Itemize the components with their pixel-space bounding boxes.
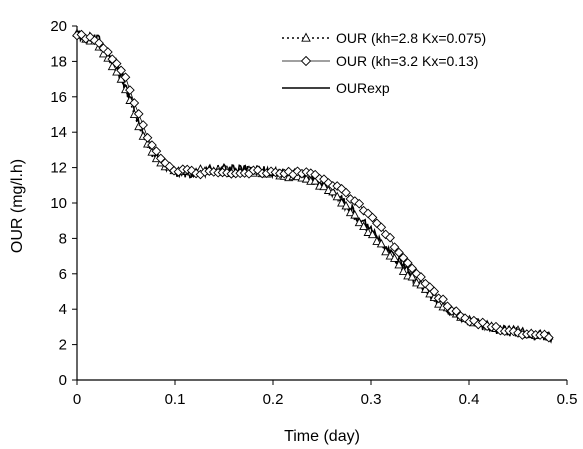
legend-label: OUR (kh=2.8 Kx=0.075) bbox=[336, 30, 486, 46]
diamond-marker bbox=[151, 146, 162, 156]
legend-item: OUR (kh=2.8 Kx=0.075) bbox=[282, 30, 486, 46]
series-triangle bbox=[72, 28, 554, 340]
triangle-marker bbox=[107, 61, 117, 71]
diamond-marker bbox=[341, 187, 351, 198]
diamond-marker bbox=[147, 140, 157, 150]
x-tick-label: 0.2 bbox=[263, 391, 284, 408]
y-tick-label: 10 bbox=[50, 195, 67, 212]
y-axis-title: OUR (mg/l.h) bbox=[9, 159, 26, 253]
diamond-marker bbox=[358, 205, 369, 216]
diamond-marker bbox=[544, 332, 554, 343]
diamond-marker bbox=[385, 232, 395, 243]
triangle-marker bbox=[389, 253, 400, 262]
triangle-marker bbox=[328, 186, 338, 196]
y-tick-label: 6 bbox=[59, 266, 67, 283]
y-tick-label: 12 bbox=[50, 160, 67, 177]
diamond-marker bbox=[389, 242, 400, 253]
triangle-marker bbox=[301, 174, 311, 183]
triangle-marker bbox=[376, 238, 386, 248]
x-tick-label: 0.3 bbox=[361, 391, 382, 408]
triangle-marker bbox=[337, 197, 347, 207]
triangle-marker bbox=[367, 229, 377, 239]
diamond-marker bbox=[94, 38, 104, 48]
y-tick-label: 2 bbox=[59, 337, 67, 354]
diamond-marker bbox=[142, 132, 153, 143]
triangle-marker bbox=[372, 236, 382, 245]
legend: OUR (kh=2.8 Kx=0.075) OUR (kh=3.2 Kx=0.13… bbox=[282, 30, 486, 96]
series-layer bbox=[72, 28, 554, 344]
y-tick-label: 20 bbox=[50, 18, 67, 35]
diamond-marker bbox=[367, 212, 378, 223]
series-line bbox=[76, 34, 550, 339]
triangle-marker bbox=[301, 32, 311, 42]
legend-item: OUR (kh=3.2 Kx=0.13) bbox=[282, 53, 478, 69]
legend-label: OUR (kh=3.2 Kx=0.13) bbox=[336, 53, 478, 69]
diamond-marker bbox=[300, 55, 312, 67]
y-tick-label: 8 bbox=[59, 230, 67, 247]
diamond-marker bbox=[125, 85, 135, 95]
legend-item: OURexp bbox=[282, 80, 390, 96]
series-diamond bbox=[72, 29, 554, 343]
triangle-marker bbox=[332, 191, 342, 201]
diamond-marker bbox=[332, 181, 343, 191]
diamond-marker bbox=[116, 65, 126, 76]
y-tick-label: 18 bbox=[50, 53, 67, 70]
triangle-marker bbox=[354, 217, 364, 227]
y-tick-label: 14 bbox=[50, 124, 67, 141]
triangle-marker bbox=[341, 200, 351, 210]
triangle-marker bbox=[398, 266, 408, 275]
triangle-marker bbox=[412, 277, 422, 287]
diamond-marker bbox=[98, 43, 109, 54]
diamond-marker bbox=[398, 252, 409, 263]
diamond-marker bbox=[129, 98, 140, 108]
triangle-marker bbox=[434, 299, 444, 308]
triangle-marker bbox=[407, 271, 417, 281]
diamond-marker bbox=[138, 120, 148, 130]
series-line bbox=[76, 32, 550, 337]
y-tick-label: 0 bbox=[59, 372, 67, 389]
triangle-marker bbox=[350, 210, 360, 219]
legend-label: OURexp bbox=[336, 80, 390, 96]
y-tick-label: 16 bbox=[50, 89, 67, 106]
diamond-marker bbox=[133, 109, 144, 119]
diamond-marker bbox=[394, 247, 404, 258]
diamond-marker bbox=[186, 165, 197, 176]
series-line bbox=[76, 30, 553, 344]
diamond-marker bbox=[111, 58, 122, 69]
triangle-marker bbox=[394, 259, 404, 269]
diamond-marker bbox=[438, 294, 448, 305]
x-tick-label: 0.5 bbox=[557, 391, 578, 408]
triangle-marker bbox=[381, 246, 391, 256]
x-tick-label: 0.4 bbox=[459, 391, 480, 408]
x-axis-title: Time (day) bbox=[284, 428, 360, 445]
triangle-marker bbox=[345, 207, 355, 217]
triangle-marker bbox=[385, 250, 395, 260]
diamond-marker bbox=[416, 272, 426, 282]
diamond-marker bbox=[429, 286, 440, 297]
series-ourexp bbox=[76, 30, 553, 344]
y-axis: 0 2 4 6 8 10 12 14 16 18 20 bbox=[50, 18, 77, 389]
diamond-marker bbox=[407, 263, 417, 274]
diamond-marker bbox=[354, 198, 365, 209]
triangle-marker bbox=[319, 181, 329, 191]
triangle-marker bbox=[363, 227, 373, 236]
diamond-marker bbox=[442, 301, 453, 312]
diamond-marker bbox=[451, 306, 462, 316]
triangle-marker bbox=[359, 221, 369, 231]
diamond-marker bbox=[376, 222, 387, 233]
x-tick-label: 0.1 bbox=[165, 391, 186, 408]
diamond-marker bbox=[120, 72, 131, 83]
x-axis: 0 0.1 0.2 0.3 0.4 0.5 bbox=[73, 380, 578, 408]
diamond-marker bbox=[103, 47, 113, 57]
y-tick-label: 4 bbox=[59, 301, 67, 318]
x-tick-label: 0 bbox=[73, 391, 81, 408]
diamond-marker bbox=[349, 196, 360, 206]
diamond-marker bbox=[402, 258, 413, 268]
